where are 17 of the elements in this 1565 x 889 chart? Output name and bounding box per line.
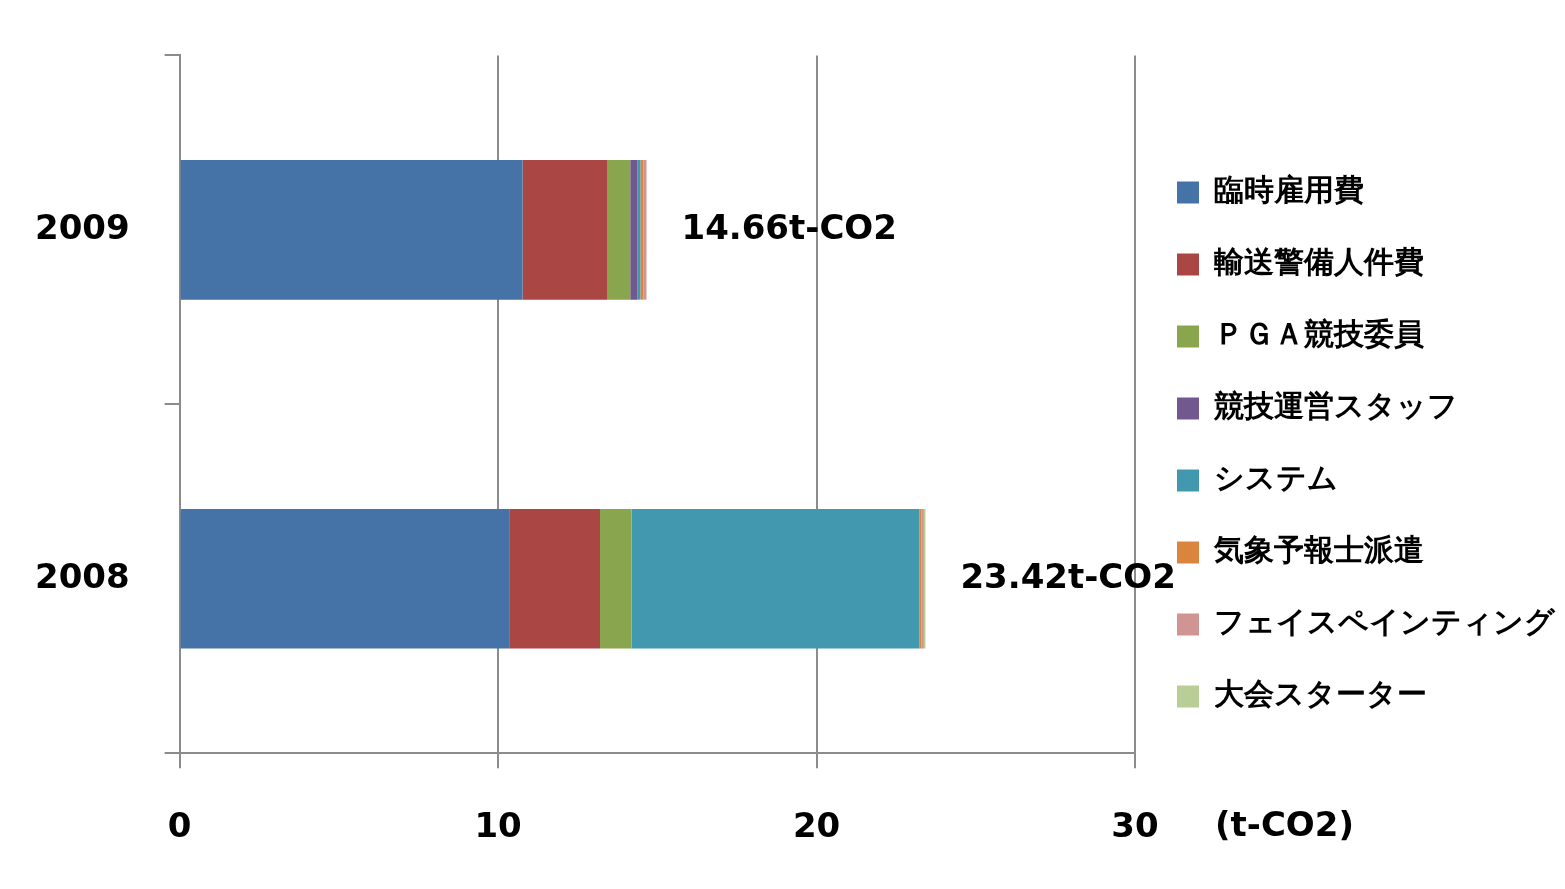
total-label: 23.42t-CO2 [960,555,1176,596]
legend-label: ＰＧＡ競技委員 [1214,316,1424,352]
x-tick-label: 20 [792,805,841,846]
legend-label: フェイスペインティング [1214,604,1556,640]
legend-label: 大会スターター [1214,676,1427,712]
legend-label: 臨時雇用費 [1214,172,1364,208]
x-tick-label: 10 [474,805,522,846]
legend-label: システム [1214,460,1338,496]
legend-label: 気象予報士派遣 [1213,532,1424,568]
x-tick-label: 30 [1111,805,1159,846]
legend-label: 競技運営スタッフ [1213,388,1458,424]
x-axis-title: (t-CO2) [1215,804,1354,845]
total-label: 14.66t-CO2 [681,206,897,247]
y-tick-label: 2009 [34,206,130,247]
x-tick-label: 0 [167,805,192,846]
y-tick-label: 2008 [34,555,130,596]
legend-label: 輸送警備人件費 [1213,244,1424,280]
